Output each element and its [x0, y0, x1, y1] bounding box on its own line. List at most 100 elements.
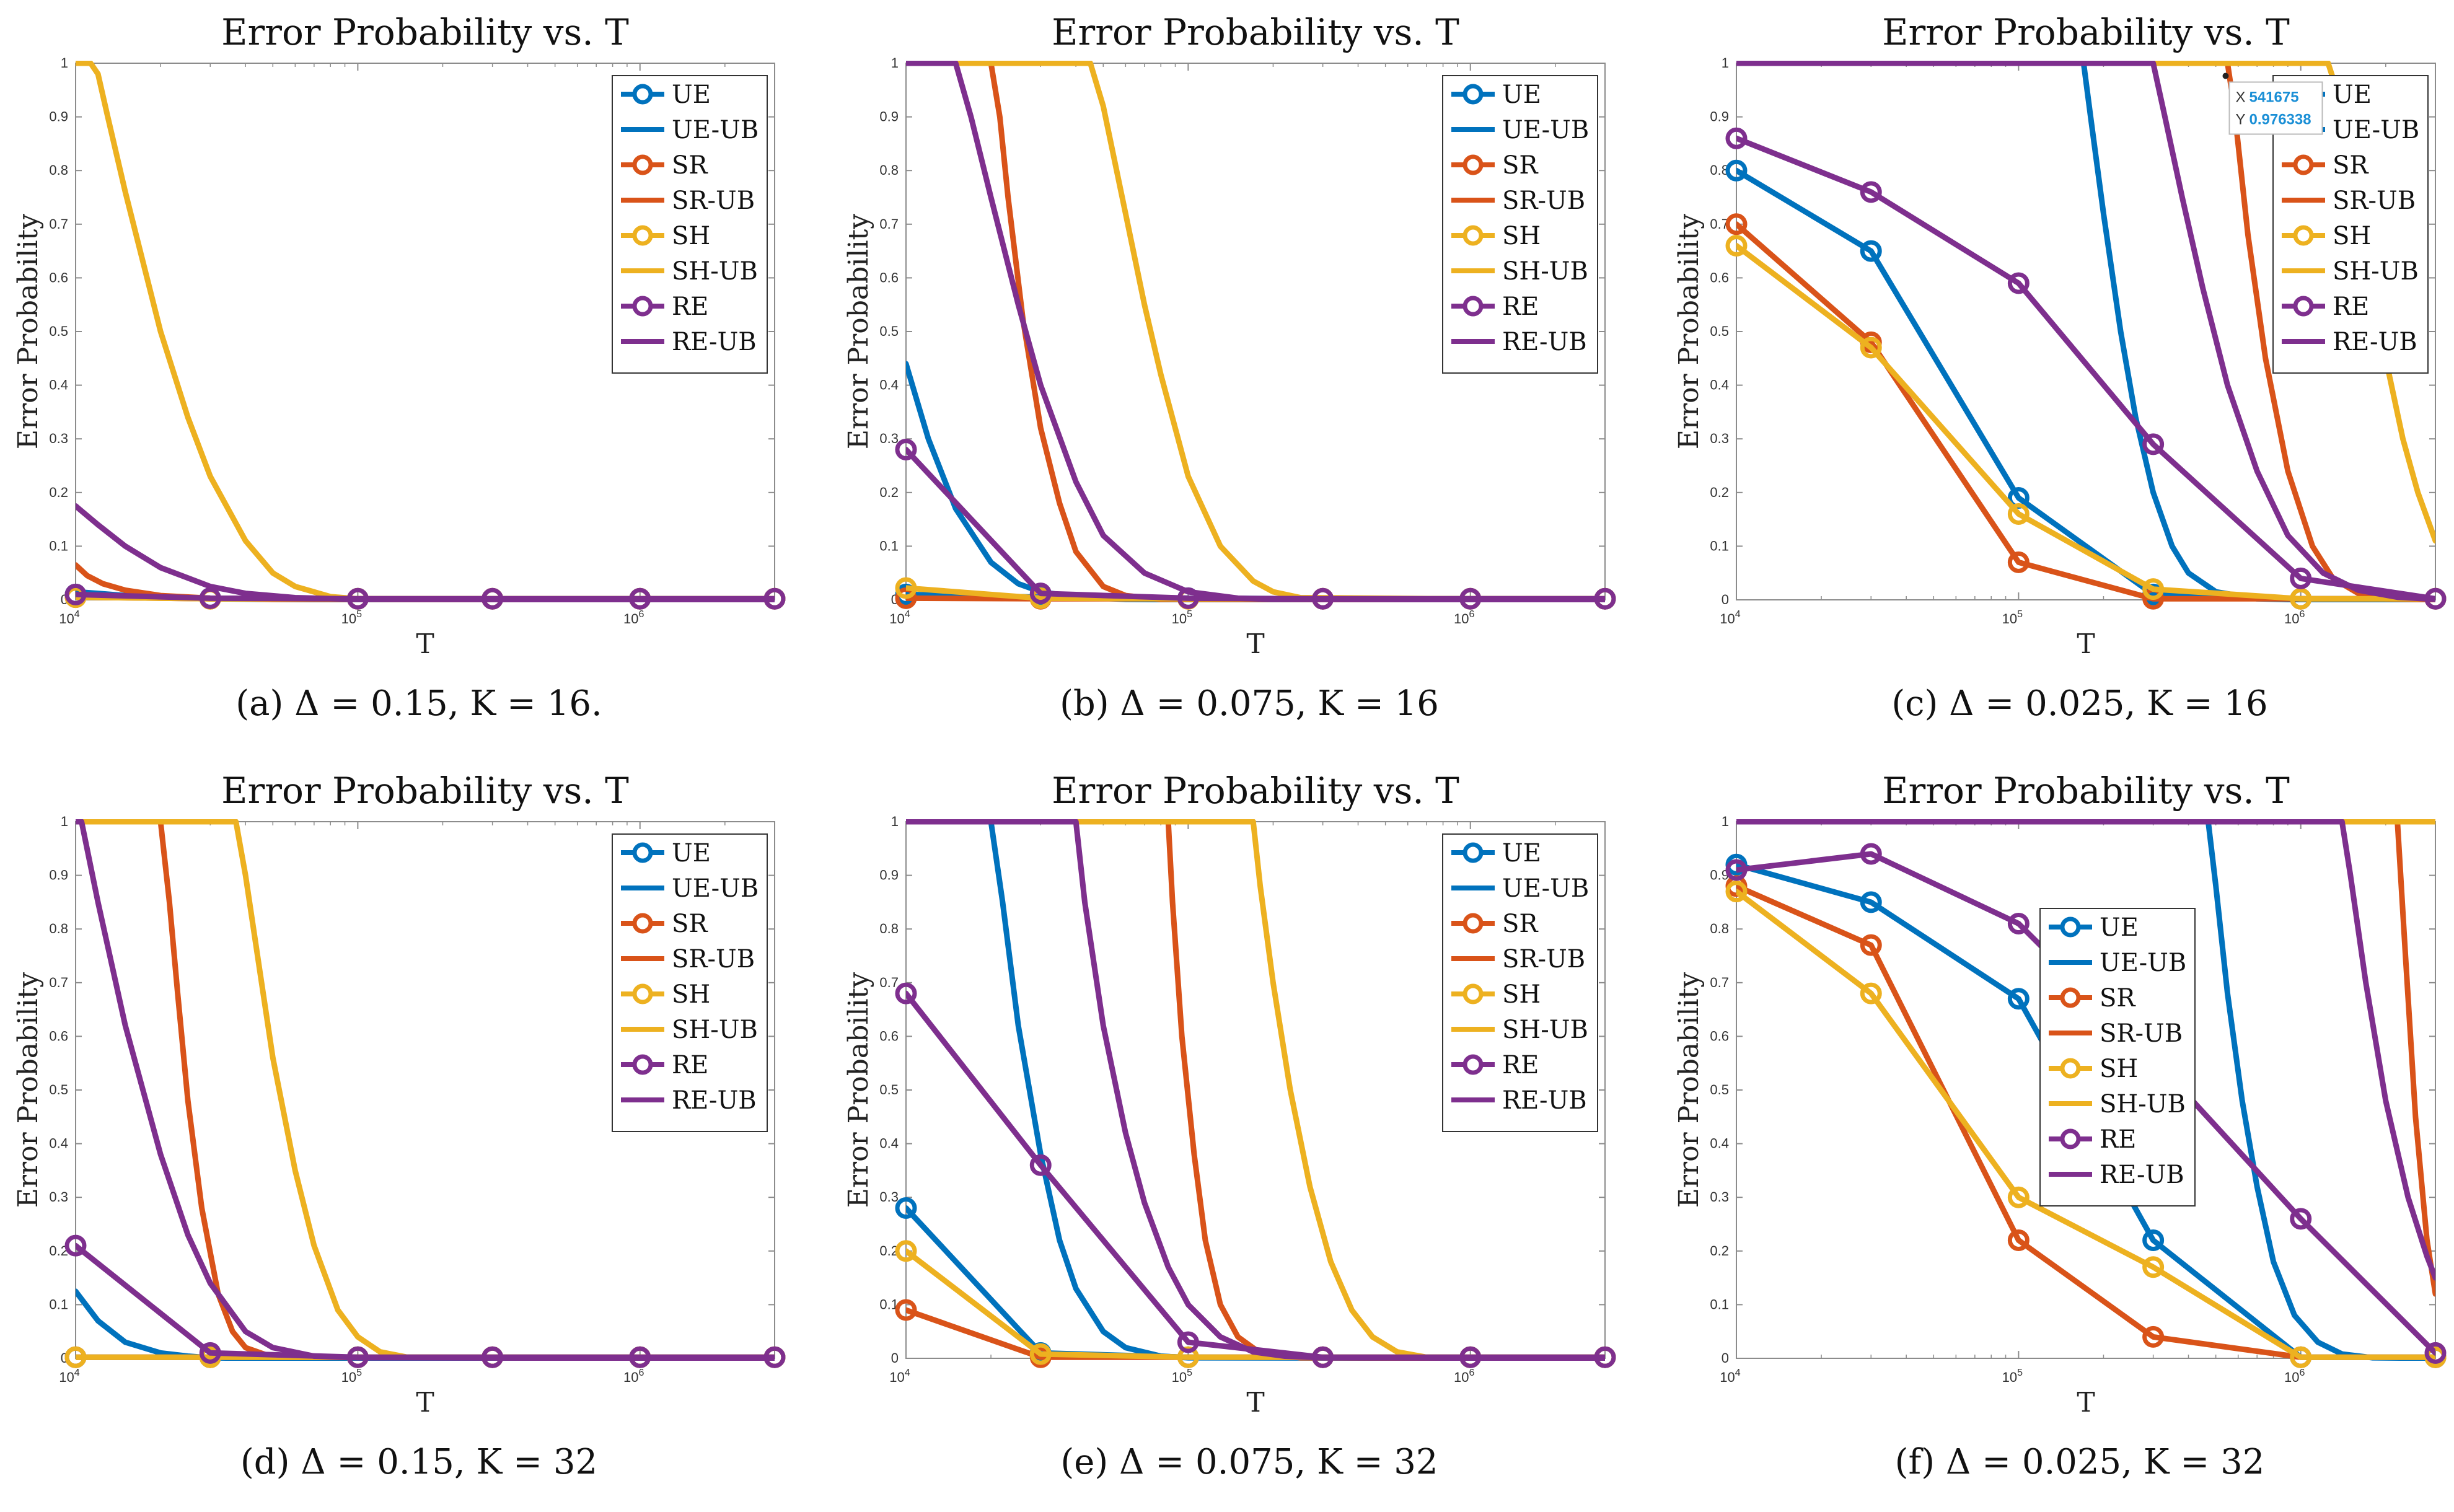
marker-sr — [2007, 1229, 2030, 1251]
series-sh-ub — [76, 819, 775, 1361]
marker-sh — [1725, 234, 1748, 257]
x-tick-label: 105 — [2002, 609, 2023, 626]
y-tick-label: 0 — [1722, 592, 1729, 607]
series-re — [1736, 135, 2435, 602]
legend: UE UE-UB SR SR-UB SH SH-UB RE RE-UB — [2272, 75, 2429, 374]
legend-label: SR-UB — [672, 945, 755, 974]
legend-label: SR-UB — [1502, 945, 1585, 974]
y-tick-label: 0.3 — [49, 431, 68, 446]
x-tick-label: 105 — [341, 609, 362, 626]
x-tick-label: 106 — [1454, 1368, 1474, 1385]
y-tick-label: 0.5 — [1710, 323, 1729, 339]
legend-label: SR-UB — [672, 187, 755, 215]
legend-label: SR-UB — [1502, 187, 1585, 215]
subfigure-caption: (f) Δ = 0.025, K = 32 — [1895, 1442, 2265, 1482]
series-re-ub — [76, 503, 775, 602]
legend-marker-ue — [1462, 842, 1484, 863]
legend-label: SR-UB — [2100, 1019, 2183, 1048]
chart-title: Error Probability vs. T — [1052, 770, 1459, 812]
legend-label: SR — [672, 910, 708, 938]
x-tick-label: 106 — [623, 1368, 644, 1385]
y-tick-label: 0.1 — [879, 538, 899, 553]
legend-label: SR — [1502, 910, 1539, 938]
legend-label: SH-UB — [2100, 1090, 2186, 1119]
legend-marker-sr — [2293, 154, 2314, 175]
y-tick-label: 0.3 — [1710, 1189, 1729, 1205]
marker-sh — [1725, 881, 1748, 903]
subfigure-caption: (d) Δ = 0.15, K = 32 — [240, 1442, 597, 1482]
legend-label: SH-UB — [1502, 1016, 1588, 1044]
x-tick-label: 105 — [2002, 1368, 2023, 1385]
legend-label: RE — [1502, 1051, 1539, 1079]
marker-sh — [895, 577, 917, 599]
y-tick-label: 0.4 — [1710, 1136, 1729, 1151]
y-tick-label: 0.7 — [49, 975, 68, 990]
marker-re — [895, 982, 917, 1004]
x-axis-label: T — [416, 1387, 434, 1418]
y-tick-label: 0.3 — [49, 1189, 68, 1205]
x-tick-label: 105 — [1172, 609, 1192, 626]
legend-label: UE-UB — [1502, 116, 1589, 144]
x-tick-label: 104 — [889, 1368, 910, 1385]
marker-sr — [2007, 551, 2030, 573]
marker-sr — [1725, 213, 1748, 235]
marker-re — [1725, 127, 1748, 149]
marker-re — [1860, 181, 1882, 203]
legend: UE UE-UB SR SR-UB SH SH-UB RE RE-UB — [612, 75, 768, 374]
series-sr-ub — [76, 819, 775, 1361]
legend-marker-re — [1462, 296, 1484, 317]
y-tick-label: 0.1 — [1710, 1296, 1729, 1312]
subplot-2: Error Probability vs. T00.10.20.30.40.50… — [843, 11, 1616, 724]
y-axis-label: Error Probability — [843, 972, 874, 1208]
y-tick-label: 0 — [1722, 1350, 1729, 1366]
marker-ue — [1860, 891, 1882, 913]
legend-box — [2039, 908, 2196, 1207]
subfigure-caption: (a) Δ = 0.15, K = 16. — [235, 683, 602, 724]
legend-marker-sh — [632, 225, 653, 246]
chart-title: Error Probability vs. T — [221, 11, 629, 53]
marker-sh — [1029, 1343, 1052, 1365]
x-tick-label: 104 — [1720, 1368, 1740, 1385]
legend-label: RE-UB — [672, 1086, 757, 1115]
marker-sh — [2007, 1186, 2030, 1208]
x-tick-label: 106 — [1454, 609, 1474, 626]
marker-ue — [2007, 988, 2030, 1010]
legend-label: SH-UB — [672, 1016, 758, 1044]
legend-label: SH — [1502, 222, 1541, 250]
legend-label: SH-UB — [2333, 257, 2419, 286]
legend-marker-sr — [2060, 987, 2081, 1008]
marker-sh — [2007, 503, 2030, 525]
legend-label: UE — [1502, 81, 1541, 109]
datatip-y-key: Y — [2235, 111, 2245, 128]
legend-label: SH — [2333, 222, 2371, 250]
y-tick-label: 0.5 — [49, 1082, 68, 1097]
datatip-x-key: X — [2235, 89, 2245, 105]
y-tick-label: 0.8 — [49, 921, 68, 936]
series-re-ub — [906, 819, 1605, 1361]
legend-marker-sh — [2060, 1058, 2081, 1079]
subplot-6: Error Probability vs. T 0 0.1 0.2 0.3 0.4 0.5 0… — [1673, 770, 2447, 1482]
y-tick-label: 0.9 — [879, 109, 899, 125]
legend-label: RE — [672, 292, 708, 321]
legend-label: UE — [2333, 81, 2372, 109]
x-axis-label: T — [2077, 628, 2095, 660]
legend: UE UE-UB SR SR-UB SH SH-UB RE RE-UB — [1442, 75, 1598, 374]
subfigure-caption: (c) Δ = 0.025, K = 16 — [1891, 683, 2267, 724]
y-tick-label: 0.9 — [879, 868, 899, 883]
y-tick-label: 0.2 — [1710, 485, 1729, 500]
legend-label: RE-UB — [672, 328, 757, 356]
marker-sr — [2142, 1325, 2165, 1348]
y-tick-label: 0.9 — [49, 109, 68, 125]
y-tick-label: 1 — [61, 55, 68, 71]
x-tick-label: 105 — [1172, 1368, 1192, 1385]
y-tick-label: 0.5 — [49, 323, 68, 339]
x-tick-label: 106 — [623, 609, 644, 626]
y-tick-label: 1 — [1722, 55, 1729, 71]
legend-label: SH-UB — [1502, 257, 1588, 286]
legend-marker-re — [2293, 296, 2314, 317]
marker-ue — [1725, 159, 1748, 182]
datatip-anchor — [2222, 73, 2229, 79]
series-re-ub — [76, 819, 775, 1361]
y-tick-label: 0.7 — [1710, 975, 1729, 990]
